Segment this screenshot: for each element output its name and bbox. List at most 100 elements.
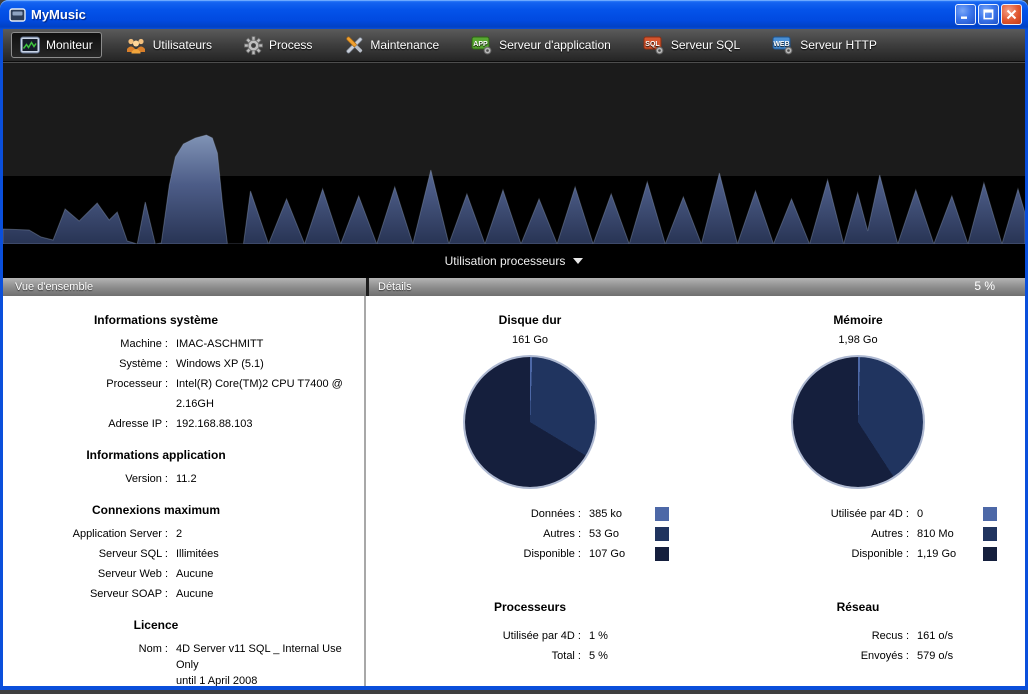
- processors-rows: Utilisée par 4D : 1 % Total : 5 %: [391, 626, 669, 666]
- info-label: Machine :: [120, 338, 168, 350]
- info-value: Aucune: [176, 588, 214, 600]
- stat-label: Total :: [551, 650, 581, 662]
- legend-swatch: [655, 507, 669, 521]
- svg-text:APP: APP: [473, 41, 488, 48]
- processors-title: Processeurs: [493, 600, 567, 614]
- tab-process[interactable]: Process: [235, 32, 321, 59]
- stat-row: Total : 5 %: [391, 646, 669, 666]
- legend-label: Disponible :: [523, 548, 581, 560]
- tab-label: Process: [269, 38, 313, 52]
- legend-swatch: [983, 507, 997, 521]
- tab-label: Serveur HTTP: [800, 38, 877, 52]
- legend-label: Utilisée par 4D :: [830, 508, 909, 520]
- cpu-current-value: 5 %: [974, 279, 995, 293]
- info-value: 11.2: [176, 473, 197, 485]
- legend-value: 107 Go: [589, 548, 626, 560]
- stat-label: Envoyés :: [860, 650, 909, 662]
- info-label: Application Server :: [72, 528, 168, 540]
- stat-row: Recus : 161 o/s: [719, 626, 997, 646]
- info-value: Intel(R) Core(TM)2 CPU T7400 @ 2.16GH: [176, 378, 343, 410]
- info-label: Nom :: [138, 643, 168, 655]
- stat-value: 161 o/s: [917, 630, 954, 642]
- stat-row: Envoyés : 579 o/s: [719, 646, 997, 666]
- stat-row: Utilisée par 4D : 1 %: [391, 626, 669, 646]
- graph-selector-label: Utilisation processeurs: [444, 253, 566, 268]
- main-content: Informations système Machine : IMAC-ASCH…: [3, 296, 1025, 686]
- cpu-usage-graph: 5 %: [3, 62, 1025, 293]
- legend-value: 385 ko: [589, 508, 623, 520]
- users-icon: [126, 38, 145, 54]
- info-value: IMAC-ASCHMITT: [176, 338, 264, 350]
- memory-title: Mémoire: [833, 313, 883, 327]
- legend-row: Autres : 810 Mo: [719, 524, 997, 544]
- gear-icon: [244, 35, 263, 55]
- tab-utilisateurs[interactable]: Utilisateurs: [116, 32, 221, 58]
- info-value: 192.168.88.103: [176, 418, 253, 430]
- legend-swatch: [655, 547, 669, 561]
- minimize-button[interactable]: [955, 4, 976, 25]
- tab-label: Maintenance: [370, 38, 440, 52]
- legend-label: Données :: [530, 508, 581, 520]
- svg-text:SQL: SQL: [645, 41, 660, 48]
- overview-panel: Informations système Machine : IMAC-ASCH…: [3, 296, 366, 686]
- info-label: Serveur SQL :: [98, 548, 168, 560]
- memory-section: Mémoire 1,98 Go Utilisée par 4D : 0 Autr…: [694, 296, 1022, 686]
- panel-headers: Vue d'ensemble Détails: [3, 277, 1025, 296]
- legend-row: Utilisée par 4D : 0: [719, 504, 997, 524]
- tab-moniteur[interactable]: Moniteur: [11, 32, 102, 58]
- window-title: MyMusic: [31, 7, 86, 22]
- tab-serveur-http[interactable]: WEB Serveur HTTP: [763, 32, 886, 59]
- memory-total: 1,98 Go: [838, 334, 878, 346]
- tab-maintenance[interactable]: Maintenance: [335, 32, 448, 58]
- info-value: Windows XP (5.1): [176, 358, 264, 370]
- legend-label: Autres :: [543, 528, 581, 540]
- disk-legend: Données : 385 ko Autres : 53 Go Disponib…: [391, 504, 669, 564]
- legend-label: Disponible :: [851, 548, 909, 560]
- http-server-icon: WEB: [772, 36, 793, 54]
- maximize-button[interactable]: [978, 4, 999, 25]
- monitor-chart-icon: [20, 36, 40, 54]
- tab-label: Serveur d'application: [499, 38, 611, 52]
- close-icon: [1006, 9, 1017, 20]
- main-toolbar: Moniteur Utilisateurs: [3, 29, 1025, 62]
- stat-value: 1 %: [589, 630, 608, 642]
- details-panel: Disque dur 161 Go Données : 385 ko Autre…: [366, 296, 1025, 686]
- maximize-icon: [983, 9, 994, 20]
- memory-legend: Utilisée par 4D : 0 Autres : 810 Mo Disp…: [719, 504, 997, 564]
- graph-selector-dropdown[interactable]: Utilisation processeurs: [3, 244, 1025, 277]
- tab-label: Utilisateurs: [152, 38, 213, 52]
- tab-label: Serveur SQL: [670, 38, 741, 52]
- stat-label: Utilisée par 4D :: [502, 630, 581, 642]
- legend-value: 810 Mo: [917, 528, 954, 540]
- panel-header-divider: [366, 278, 369, 296]
- legend-row: Disponible : 1,19 Go: [719, 544, 997, 564]
- tab-serveur-application[interactable]: APP Serveur d'application: [462, 32, 620, 59]
- legend-row: Données : 385 ko: [391, 504, 669, 524]
- tools-icon: [346, 36, 363, 54]
- minimize-icon: [961, 16, 967, 19]
- title-bar[interactable]: MyMusic: [0, 0, 1028, 29]
- disk-title: Disque dur: [498, 313, 562, 327]
- info-label: Processeur :: [106, 378, 168, 390]
- details-panel-header: Détails: [369, 278, 1025, 296]
- info-label: Système :: [119, 358, 168, 370]
- tab-serveur-sql[interactable]: SQL Serveur SQL: [634, 32, 749, 59]
- info-value: Illimitées: [176, 548, 219, 560]
- sql-server-icon: SQL: [643, 36, 664, 54]
- network-rows: Recus : 161 o/s Envoyés : 579 o/s: [719, 626, 997, 666]
- close-button[interactable]: [1001, 4, 1022, 25]
- tab-label: Moniteur: [46, 38, 93, 52]
- cpu-usage-waveform: [3, 134, 1025, 244]
- legend-label: Autres :: [871, 528, 909, 540]
- legend-swatch: [983, 527, 997, 541]
- disk-section: Disque dur 161 Go Données : 385 ko Autre…: [366, 296, 694, 686]
- legend-swatch: [655, 527, 669, 541]
- chevron-down-icon: [573, 257, 584, 264]
- stat-value: 579 o/s: [917, 650, 954, 662]
- memory-pie-chart: [793, 357, 923, 487]
- info-label: Adresse IP :: [108, 418, 168, 430]
- disk-pie-chart: [465, 357, 595, 487]
- section-heading: Licence: [133, 618, 179, 632]
- app-server-icon: APP: [471, 36, 492, 54]
